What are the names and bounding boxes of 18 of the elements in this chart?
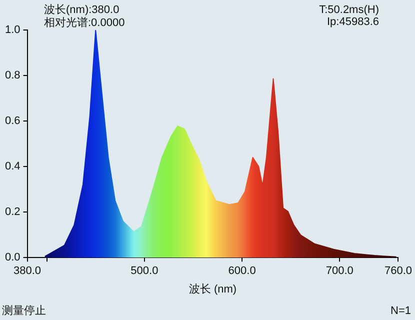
x-tick-label: 760.0	[384, 265, 412, 278]
x-tick-label: 700.0	[326, 265, 354, 278]
x-tick-label: 500.0	[130, 265, 158, 278]
y-tick-label: 1.0	[4, 24, 20, 36]
y-tick-label: 0.0	[4, 252, 20, 264]
y-tick-label: 0.6	[4, 115, 20, 128]
x-tick-label: 600.0	[228, 265, 256, 278]
text: 波长(nm):380.0	[44, 4, 120, 16]
y-tick-label: 0.2	[4, 206, 20, 218]
y-tick-label: 0.4	[4, 160, 20, 173]
text: T:50.2ms(H)	[319, 4, 379, 17]
text: N=1	[390, 305, 411, 318]
y-tick-label: 0.8	[4, 70, 20, 82]
x-tick-label: 380.0	[14, 265, 42, 278]
text: 测量停止	[2, 305, 46, 318]
x-axis-title: 波长 (nm)	[188, 282, 237, 296]
text: Ip:45983.6	[327, 16, 379, 29]
text: 相对光谱:0.0000	[44, 17, 125, 30]
